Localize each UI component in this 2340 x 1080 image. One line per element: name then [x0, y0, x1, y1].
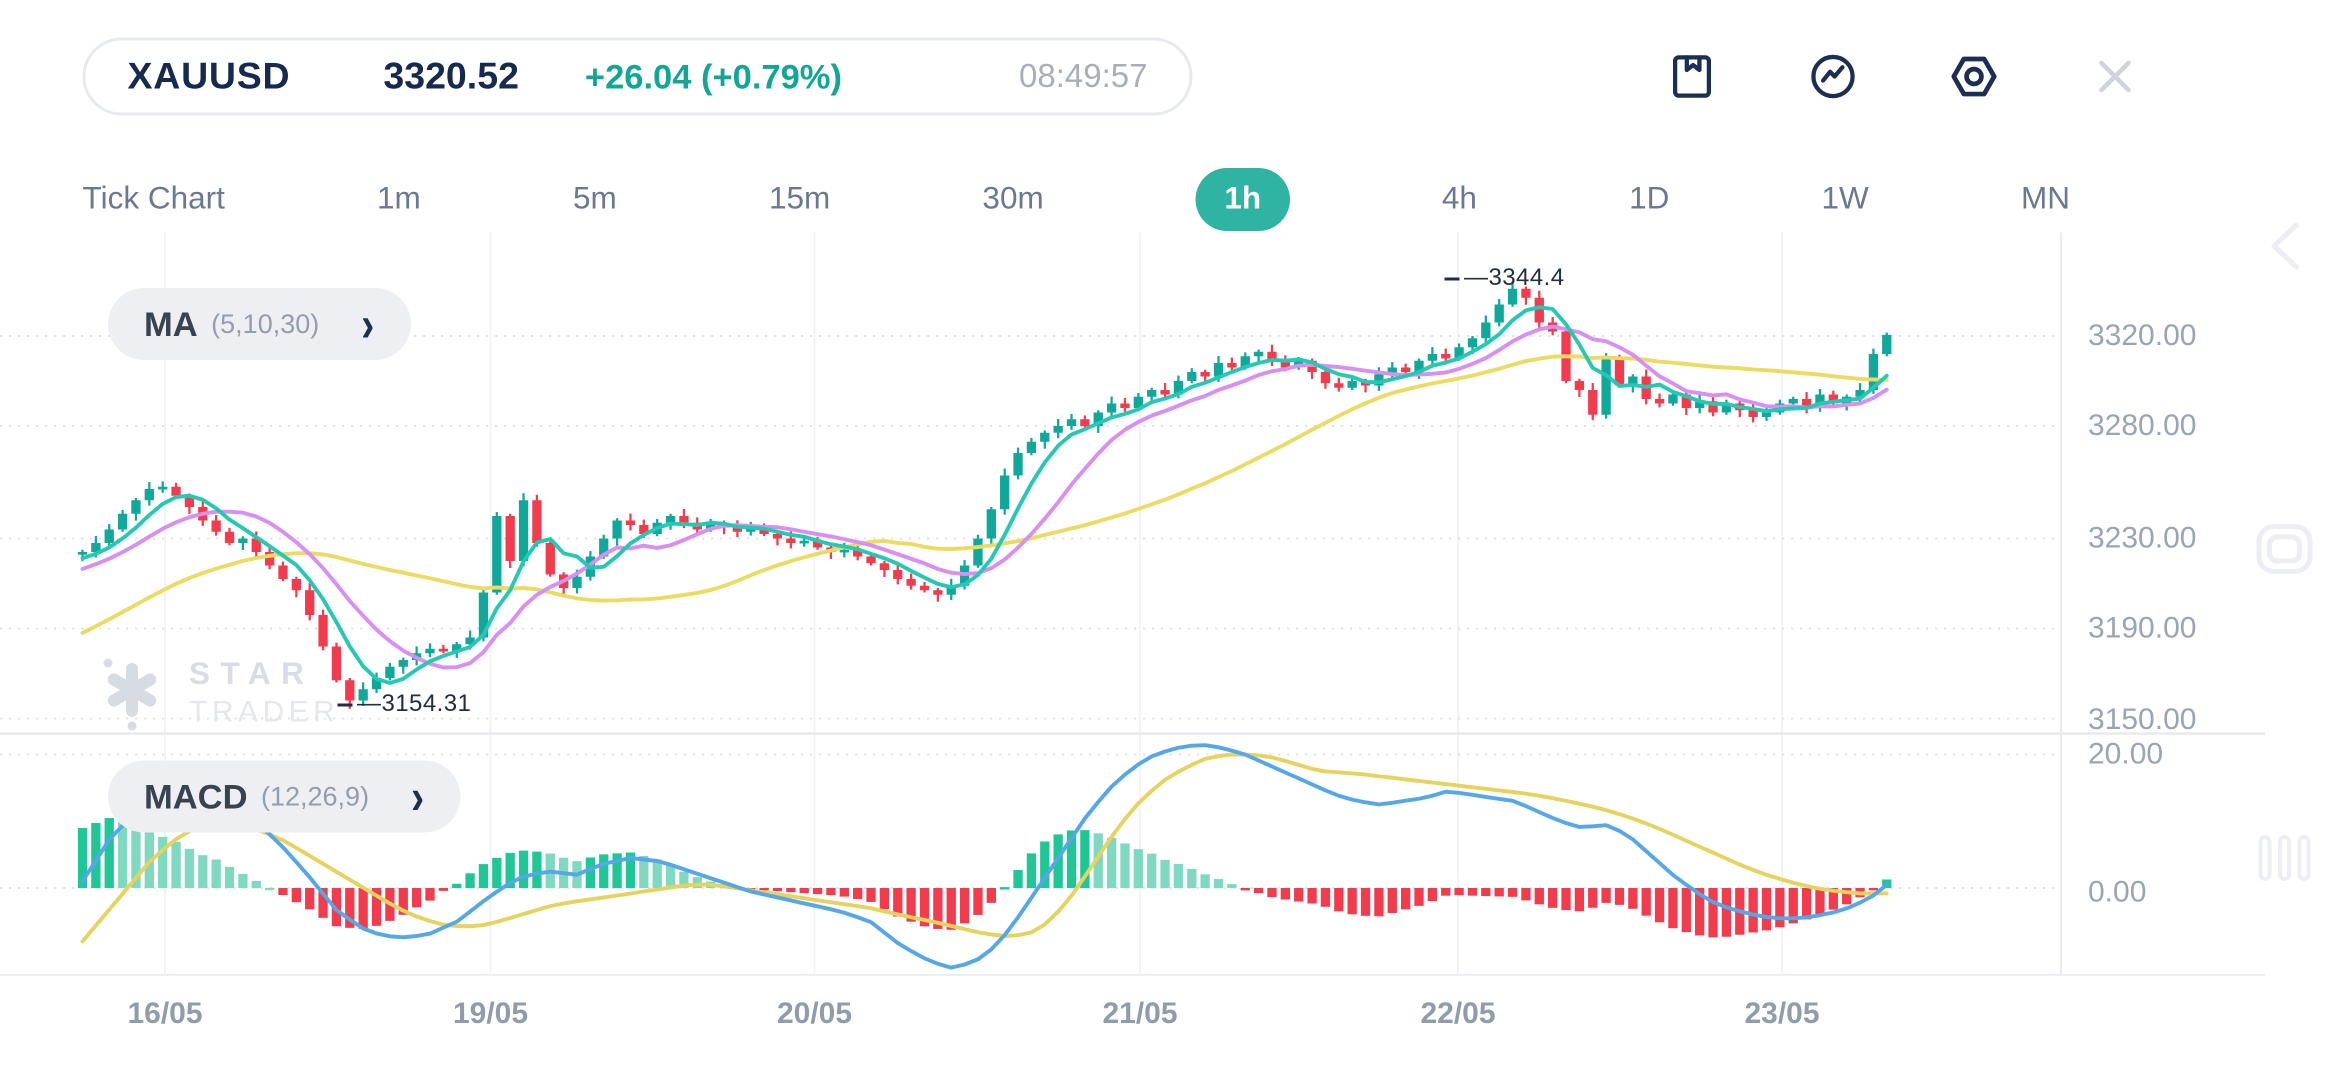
timeframe-tabs: Tick Chart 1m 5m 15m 30m 1h 4h 1D 1W MN — [83, 165, 2071, 234]
floating-window-icon[interactable] — [2255, 522, 2315, 576]
y-axis-tick: 0.00 — [2088, 876, 2147, 909]
x-axis-tick: 20/05 — [776, 997, 853, 1031]
close-icon[interactable] — [2088, 50, 2142, 104]
header-toolbar — [1665, 50, 2142, 104]
indicator-pulse-icon[interactable] — [1806, 50, 1860, 104]
y-axis-tick: 3320.00 — [2088, 319, 2197, 353]
settings-hexagon-icon[interactable] — [1947, 50, 2001, 104]
macd-indicator-name: MACD — [144, 776, 248, 816]
macd-indicator-params: (12,26,9) — [261, 780, 370, 811]
price-change: +26.04 (+0.79%) — [584, 56, 842, 96]
drag-grip-icon[interactable] — [2256, 834, 2313, 882]
chart-canvas[interactable] — [0, 232, 2340, 1009]
quote-time: 08:49:57 — [1019, 57, 1148, 95]
symbol-label: XAUUSD — [127, 54, 291, 97]
tab-15m[interactable]: 15m — [768, 181, 831, 217]
macd-indicator-button[interactable]: MACD (12,26,9) › — [108, 760, 461, 833]
quote-header: XAUUSD 3320.52 +26.04 (+0.79%) 08:49:57 — [82, 37, 1193, 116]
tab-1h[interactable]: 1h — [1195, 168, 1290, 231]
high-price-label: —3344.4 — [1464, 265, 1565, 292]
x-axis-tick: 22/05 — [1420, 997, 1496, 1031]
high-price-annotation: —3344.4 — [1444, 265, 1565, 293]
tab-1m[interactable]: 1m — [377, 181, 421, 217]
tab-1w[interactable]: 1W — [1821, 181, 1869, 217]
tab-4h[interactable]: 4h — [1441, 181, 1477, 217]
collapse-panel-chevron[interactable] — [2259, 216, 2313, 276]
x-axis-tick: 21/05 — [1102, 997, 1178, 1031]
x-axis-tick: 16/05 — [127, 997, 203, 1031]
bookmark-icon[interactable] — [1665, 50, 1719, 104]
y-axis-tick: 3150.00 — [2088, 703, 2197, 737]
chevron-right-icon: › — [361, 295, 375, 353]
y-axis-tick: 20.00 — [2088, 738, 2164, 771]
ma-indicator-name: MA — [144, 303, 198, 343]
y-axis-tick: 3280.00 — [2088, 409, 2197, 443]
annotation-dash — [337, 703, 353, 707]
ma-indicator-button[interactable]: MA (5,10,30) › — [108, 288, 411, 360]
ma-indicator-params: (5,10,30) — [211, 308, 320, 339]
chevron-right-icon: › — [411, 768, 425, 825]
x-axis-tick: 19/05 — [452, 997, 529, 1031]
low-price-annotation: —3154.31 — [337, 691, 472, 719]
tab-30m[interactable]: 30m — [982, 181, 1044, 217]
annotation-dash — [1444, 277, 1460, 281]
tab-5m[interactable]: 5m — [573, 181, 617, 217]
low-price-label: —3154.31 — [357, 691, 472, 718]
tab-1d[interactable]: 1D — [1629, 181, 1670, 217]
y-axis-tick: 3190.00 — [2088, 612, 2197, 645]
y-axis-tick: 3230.00 — [2088, 522, 2197, 555]
tab-tick-chart[interactable]: Tick Chart — [82, 181, 225, 217]
tab-mn[interactable]: MN — [2020, 181, 2070, 217]
x-axis-tick: 23/05 — [1744, 997, 1820, 1031]
last-price: 3320.52 — [383, 54, 519, 97]
